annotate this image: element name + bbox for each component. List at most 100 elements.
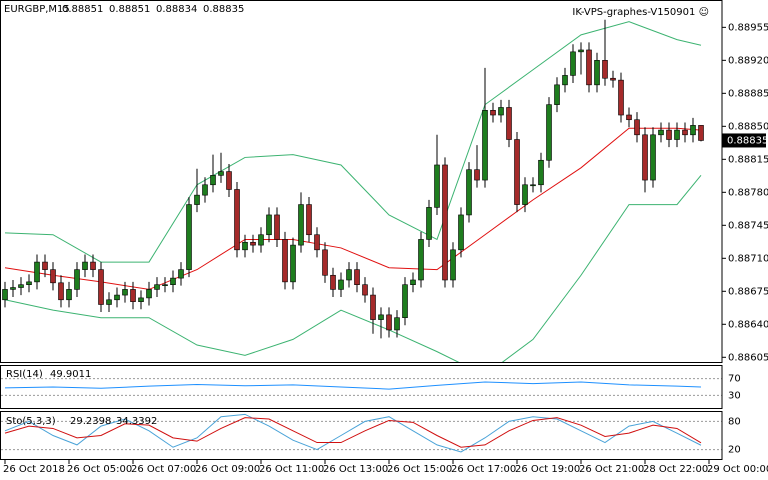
candle-body bbox=[90, 261, 96, 270]
candle-body bbox=[466, 169, 472, 216]
candle-body bbox=[426, 207, 432, 240]
candle-body bbox=[178, 269, 184, 279]
candle-body bbox=[386, 314, 392, 331]
candle-body bbox=[698, 125, 704, 141]
candle-body bbox=[266, 214, 272, 236]
candle-body bbox=[402, 284, 408, 318]
candle-body bbox=[34, 261, 40, 283]
candle-body bbox=[378, 314, 384, 320]
candle-body bbox=[618, 79, 624, 116]
candle-body bbox=[370, 294, 376, 320]
candle-body bbox=[642, 134, 648, 181]
candle-body bbox=[498, 107, 504, 116]
candle-body bbox=[690, 125, 696, 136]
candle-body bbox=[66, 289, 72, 301]
y-tick-label: 0.88640 bbox=[728, 319, 768, 330]
y-tick-label: 0.88955 bbox=[728, 22, 768, 33]
candle-body bbox=[650, 134, 656, 181]
candle-body bbox=[442, 164, 448, 281]
candle-body bbox=[322, 249, 328, 276]
price-panel bbox=[2, 19, 704, 362]
candle-body bbox=[250, 241, 256, 246]
candle-body bbox=[42, 261, 48, 270]
candle-body bbox=[258, 234, 264, 246]
candle-body bbox=[138, 297, 144, 302]
stoch-tick-label: 80 bbox=[728, 416, 741, 427]
stoch-tick-label: 20 bbox=[728, 445, 741, 456]
candle-body bbox=[594, 60, 600, 86]
x-tick-label: 26 Oct 21:00 bbox=[579, 464, 644, 475]
candle-body bbox=[146, 289, 152, 299]
candle-body bbox=[162, 284, 168, 286]
candle-body bbox=[210, 175, 216, 186]
candle-body bbox=[434, 164, 440, 208]
x-tick-label: 26 Oct 09:00 bbox=[195, 464, 260, 475]
y-tick-label: 0.88850 bbox=[728, 121, 768, 132]
stoch-signal-value: 34.3392 bbox=[116, 416, 157, 427]
candle-body bbox=[186, 204, 192, 270]
rsi-label: RSI(14) bbox=[6, 369, 43, 380]
candle-body bbox=[202, 184, 208, 196]
candle-body bbox=[18, 284, 24, 288]
candle-body bbox=[482, 109, 488, 181]
y-tick-label: 0.88780 bbox=[728, 187, 768, 198]
candle-body bbox=[578, 49, 584, 53]
candle-body bbox=[234, 189, 240, 251]
candle-body bbox=[562, 75, 568, 86]
candle-body bbox=[586, 49, 592, 86]
candle-body bbox=[346, 269, 352, 281]
candle-body bbox=[450, 249, 456, 281]
candle-body bbox=[514, 139, 520, 205]
x-tick-label: 28 Oct 22:00 bbox=[643, 464, 708, 475]
candle-body bbox=[522, 184, 528, 205]
candle-body bbox=[290, 244, 296, 283]
candle-body bbox=[218, 171, 224, 176]
candle-body bbox=[106, 299, 112, 305]
stoch-panel-frame bbox=[0, 411, 723, 460]
candle-body bbox=[626, 114, 632, 121]
candle-body bbox=[130, 289, 136, 302]
candle-body bbox=[274, 214, 280, 240]
candle-body bbox=[50, 269, 56, 284]
y-tick-label: 0.88675 bbox=[728, 286, 768, 297]
candle-body bbox=[26, 281, 32, 285]
x-tick-label: 29 Oct 00:00 bbox=[707, 464, 768, 475]
candle-body bbox=[570, 51, 576, 76]
candle-body bbox=[58, 282, 64, 301]
stoch-label: Sto(5,3,3) bbox=[6, 416, 56, 427]
candle-body bbox=[602, 60, 608, 79]
candle-body bbox=[538, 159, 544, 186]
header-close: 0.88835 bbox=[203, 4, 244, 15]
x-tick-label: 26 Oct 2018 bbox=[3, 464, 65, 475]
candle-body bbox=[458, 214, 464, 251]
stoch-line bbox=[4, 417, 702, 448]
candle-body bbox=[530, 184, 536, 187]
candle-body bbox=[194, 194, 200, 205]
candle-body bbox=[74, 269, 80, 290]
candle-body bbox=[546, 104, 552, 161]
y-tick-label: 0.88885 bbox=[728, 88, 768, 99]
stoch-main-value: 29.2398 bbox=[70, 416, 111, 427]
rsi-tick-label: 70 bbox=[728, 374, 741, 385]
price-panel-frame bbox=[0, 0, 723, 363]
candle-body bbox=[10, 287, 16, 290]
x-tick-label: 26 Oct 15:00 bbox=[387, 464, 452, 475]
indicator-panels bbox=[1, 378, 722, 453]
x-tick-label: 26 Oct 19:00 bbox=[515, 464, 580, 475]
candle-body bbox=[298, 204, 304, 246]
candle-body bbox=[474, 169, 480, 181]
header-high: 0.88851 bbox=[109, 4, 150, 15]
candle-body bbox=[682, 129, 688, 136]
current-price-label: 0.88835 bbox=[727, 135, 768, 146]
candle-body bbox=[98, 269, 104, 305]
candle-body bbox=[314, 234, 320, 251]
candle-body bbox=[394, 317, 400, 331]
watermark: IK-VPS-graphes-V150901 ☺ bbox=[572, 7, 709, 18]
candle-body bbox=[490, 109, 496, 116]
rsi-tick-label: 30 bbox=[728, 390, 741, 401]
y-tick-label: 0.88745 bbox=[728, 220, 768, 231]
x-tick-label: 26 Oct 05:00 bbox=[67, 464, 132, 475]
candle-body bbox=[170, 277, 176, 285]
